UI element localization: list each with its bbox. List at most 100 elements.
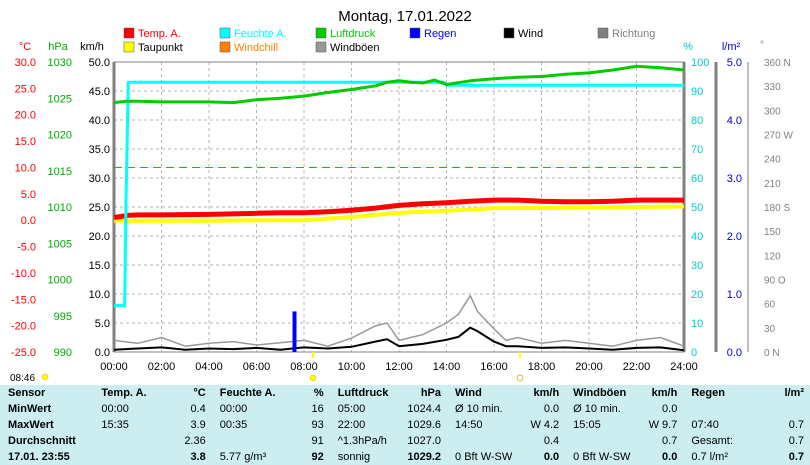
direction-tick-label: 60 bbox=[764, 300, 776, 311]
humidity-tick-label: 60 bbox=[691, 173, 703, 185]
rain-tick-label: 1.0 bbox=[727, 289, 742, 301]
summary-cell-note: 05:00 bbox=[337, 403, 366, 415]
legend-swatch bbox=[123, 27, 135, 39]
summary-header-unit: km/h bbox=[651, 387, 678, 399]
time-tick-label: 20:00 bbox=[575, 361, 603, 373]
summary-cell-value: 0.0 bbox=[662, 451, 678, 463]
pressure-tick-label: 995 bbox=[54, 311, 72, 323]
rain-tick-label: 4.0 bbox=[727, 115, 742, 127]
sunrise-time: 08:46 bbox=[10, 373, 35, 384]
summary-cell: Gesamt: 0.7 bbox=[683, 433, 810, 449]
time-tick-label: 18:00 bbox=[528, 361, 556, 373]
time-tick-label: 00:00 bbox=[100, 361, 128, 373]
summary-header-label: Wind bbox=[455, 387, 482, 399]
summary-header: Regen l/m² bbox=[683, 385, 810, 401]
time-tick-label: 22:00 bbox=[623, 361, 651, 373]
time-tick-label: 04:00 bbox=[195, 361, 223, 373]
rain-unit: l/m² bbox=[722, 41, 741, 53]
summary-row: Durchschnitt 2.36 91 ^1.3hPa/h 1027.0 0.4 0.7 G… bbox=[0, 433, 810, 449]
axis-ticks: 30.0 25.0 20.0 15.0 10.0 5.0 0.0 -5.0 -10.0 -15.0… bbox=[11, 57, 794, 373]
direction-tick-label: 120 bbox=[764, 251, 781, 262]
summary-header-label: Sensor bbox=[8, 387, 46, 399]
summary-cell-value: 1024.4 bbox=[407, 403, 442, 415]
legend-swatch bbox=[123, 41, 135, 53]
summary-header: Sensor bbox=[0, 385, 93, 401]
wind-tick-label: 20.0 bbox=[89, 231, 110, 243]
humidity-tick-label: 20 bbox=[691, 289, 703, 301]
summary-cell-value: 0.0 bbox=[543, 451, 560, 463]
summary-cell-value: 0.4 bbox=[543, 435, 560, 447]
summary-cell-note: 00:35 bbox=[219, 419, 248, 431]
summary-cell: 0 Bft W-SW 0.0 bbox=[447, 449, 565, 465]
summary-cell: 91 bbox=[212, 433, 330, 449]
summary-cell-value: 2.36 bbox=[184, 435, 206, 447]
summary-cell-value: 3.8 bbox=[190, 451, 206, 463]
humidity-tick-label: 10 bbox=[691, 318, 703, 330]
direction-tick-label: 210 bbox=[764, 179, 781, 190]
humidity-unit: % bbox=[683, 41, 693, 53]
summary-row: 17.01. 23:55 3.8 5.77 g/m³ 92 sonnig 1029.2 0 … bbox=[0, 449, 810, 465]
wind-tick-label: 40.0 bbox=[89, 115, 110, 127]
series-line-taupunkt bbox=[114, 204, 685, 223]
rain-tick-label: 5.0 bbox=[727, 57, 742, 69]
direction-tick-label: 30 bbox=[764, 324, 776, 335]
summary-header-unit: °C bbox=[193, 387, 206, 399]
summary-cell: 0.4 bbox=[447, 433, 565, 449]
time-tick-label: 08:00 bbox=[290, 361, 318, 373]
legend-swatch bbox=[315, 27, 327, 39]
pressure-tick-label: 1025 bbox=[48, 93, 72, 105]
summary-cell-note: Ø 10 min. bbox=[573, 403, 621, 415]
legend-label: Richtung bbox=[612, 28, 655, 40]
temp-tick-label: -20.0 bbox=[11, 321, 36, 333]
direction-tick-label: 150 bbox=[764, 227, 781, 238]
series-line-temp-a bbox=[113, 197, 684, 220]
legend-label: Temp. A. bbox=[138, 28, 181, 40]
summary-cell: 15:35 3.9 bbox=[93, 417, 211, 433]
humidity-tick-label: 40 bbox=[691, 231, 703, 243]
summary-table: Sensor Temp. A. °C Feuchte A.% Luftdruck hPa W… bbox=[0, 385, 810, 465]
wind-unit: km/h bbox=[80, 41, 104, 53]
summary-header-unit: l/m² bbox=[784, 387, 804, 399]
pressure-tick-label: 1020 bbox=[48, 130, 72, 142]
summary-panel: Sensor Temp. A. °C Feuchte A.% Luftdruck hPa W… bbox=[0, 385, 810, 465]
summary-cell-note: 14:50 bbox=[455, 419, 483, 431]
summary-cell: 0 Bft W-SW 0.0 bbox=[565, 449, 683, 465]
summary-cell-note: 07:40 bbox=[691, 419, 719, 431]
pressure-tick-label: 1015 bbox=[48, 166, 72, 178]
summary-row-label: 17.01. 23:55 bbox=[8, 451, 70, 463]
summary-header-label: Windböen bbox=[573, 387, 627, 399]
temp-tick-label: -5.0 bbox=[17, 242, 36, 254]
pressure-tick-label: 1005 bbox=[48, 238, 72, 250]
summary-header-unit: % bbox=[313, 387, 324, 399]
direction-tick-label: 0 N bbox=[764, 348, 780, 359]
summary-header: Temp. A. °C bbox=[93, 385, 211, 401]
legend-swatch bbox=[409, 27, 421, 39]
time-tick-label: 14:00 bbox=[433, 361, 461, 373]
summary-row-label: MaxWert bbox=[8, 419, 54, 431]
pressure-unit: hPa bbox=[48, 41, 68, 53]
wind-tick-label: 50.0 bbox=[89, 57, 110, 69]
summary-row: MinWert 00:00 0.4 00:00 16 05:00 1024.4 Ø 10 mi… bbox=[0, 401, 810, 417]
sunset-tick bbox=[519, 352, 521, 358]
legend-label: Windchill bbox=[234, 42, 278, 54]
summary-cell-note: 5.77 g/m³ bbox=[219, 451, 267, 463]
summary-header: Luftdruck hPa bbox=[330, 385, 447, 401]
sunrise-icon bbox=[309, 374, 317, 382]
summary-cell: 0.7 l/m² 0.7 bbox=[683, 449, 810, 465]
rain-bar bbox=[292, 311, 297, 352]
legend: Temp. A. Feuchte A. Luftdruck Regen Wind Rich… bbox=[123, 27, 655, 54]
summary-cell-note: sonnig bbox=[337, 451, 371, 463]
pressure-tick-label: 1000 bbox=[48, 275, 72, 287]
wind-tick-label: 5.0 bbox=[95, 318, 110, 330]
series-layer bbox=[113, 64, 685, 352]
summary-header-label: Feuchte A. bbox=[219, 387, 276, 399]
summary-header-unit: hPa bbox=[420, 387, 442, 399]
sun-markers bbox=[41, 352, 524, 382]
time-tick-label: 12:00 bbox=[385, 361, 413, 373]
temp-tick-label: 30.0 bbox=[15, 57, 36, 69]
summary-cell-value: 0.0 bbox=[543, 403, 560, 415]
humidity-tick-label: 100 bbox=[691, 57, 709, 69]
summary-cell-value: 0.0 bbox=[662, 403, 678, 415]
summary-cell: 07:40 0.7 bbox=[683, 417, 810, 433]
summary-cell-value: 16 bbox=[311, 403, 324, 415]
